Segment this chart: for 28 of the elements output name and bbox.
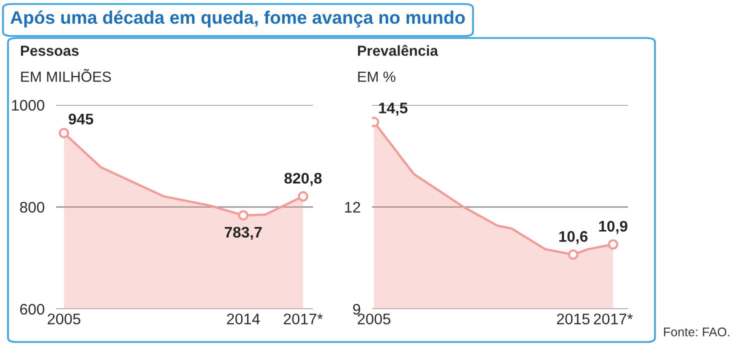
text: Após uma década em queda, fome avança no mundo	[10, 10, 465, 28]
x-tick-label: 2005	[358, 314, 390, 324]
point	[568, 249, 578, 260]
chart-subtitle: EM MILHÕES	[21, 68, 111, 82]
source-note: Fonte: FAO.	[664, 328, 730, 336]
chart-title: Prevalência	[358, 44, 438, 56]
chart-title: Pessoas	[20, 46, 79, 56]
data-label: 10,9	[599, 220, 628, 234]
x-tick-label: 2005	[48, 314, 80, 324]
data-label: 14,5	[379, 102, 408, 116]
data-label: 10,6	[559, 231, 588, 244]
y-tick-label: 9	[353, 304, 360, 315]
data-label: 820,8	[284, 172, 322, 186]
point	[298, 191, 308, 202]
x-tick-label: 2017*	[284, 314, 323, 324]
chart-subtitle: EM %	[358, 72, 396, 82]
point	[608, 239, 618, 250]
y-tick-label: 600	[20, 304, 44, 315]
y-tick-label: 800	[20, 202, 44, 213]
data-label: 783,7	[224, 226, 262, 240]
x-tick-label: 2014	[227, 314, 260, 324]
data-label: 945	[68, 114, 94, 124]
y-tick-label: 1000	[12, 100, 44, 111]
x-tick-label: 2017*	[594, 314, 633, 324]
point	[238, 210, 248, 221]
y-tick-label: 12	[345, 202, 360, 213]
x-tick-label: 2015	[556, 314, 590, 324]
point	[58, 128, 70, 138]
